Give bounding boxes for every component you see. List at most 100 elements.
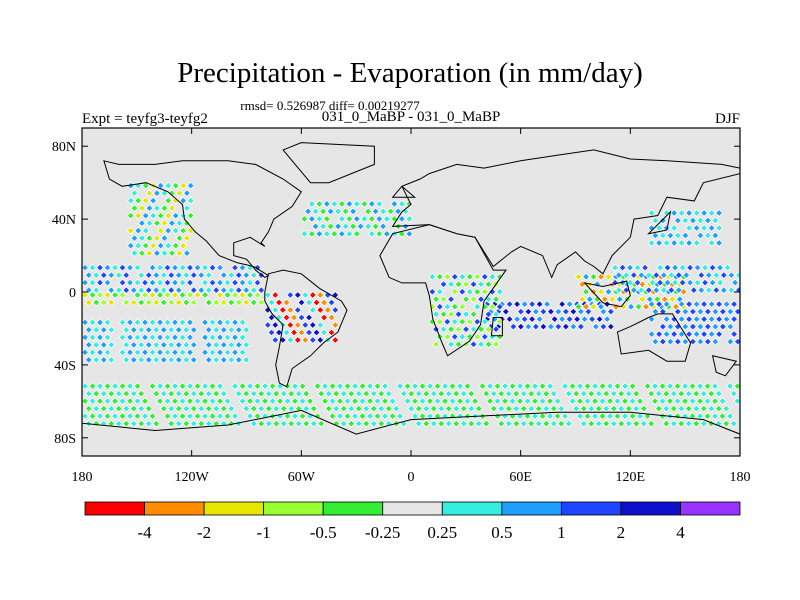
field-cell bbox=[301, 291, 310, 299]
field-cell bbox=[703, 216, 712, 225]
field-cell bbox=[201, 382, 209, 391]
y-tick-label: 0 bbox=[69, 286, 76, 301]
field-cell bbox=[364, 222, 373, 231]
field-cell bbox=[444, 404, 453, 413]
field-cell bbox=[293, 291, 302, 299]
field-cell bbox=[216, 278, 224, 287]
field-cell bbox=[347, 404, 356, 413]
field-cell bbox=[647, 419, 656, 428]
field-cell bbox=[182, 325, 191, 334]
field-cell bbox=[520, 315, 529, 324]
field-cell bbox=[369, 419, 378, 428]
field-cell bbox=[504, 404, 513, 413]
field-cell bbox=[118, 278, 127, 287]
field-cell bbox=[700, 224, 709, 232]
field-cell bbox=[164, 241, 173, 250]
field-cell bbox=[669, 404, 678, 413]
field-cell bbox=[673, 412, 682, 421]
field-cell bbox=[621, 382, 629, 391]
field-cell bbox=[126, 348, 134, 357]
y-tick-label: 80N bbox=[52, 140, 76, 155]
field-cell bbox=[546, 397, 554, 406]
field-cell bbox=[231, 382, 239, 391]
field-cell bbox=[159, 389, 168, 398]
field-cell bbox=[428, 302, 437, 311]
field-cell bbox=[692, 389, 701, 398]
field-cell bbox=[145, 249, 154, 258]
field-cell bbox=[167, 298, 176, 307]
colorbar: -4 -2 -1 -0.5 -0.25 0.25 0.5 1 2 4 bbox=[84, 501, 741, 542]
field-cell bbox=[656, 263, 665, 272]
field-cell bbox=[703, 397, 712, 406]
field-cell bbox=[279, 404, 288, 413]
field-cell bbox=[99, 340, 108, 349]
field-cell bbox=[714, 389, 723, 398]
field-cell bbox=[489, 404, 498, 413]
field-cell bbox=[484, 280, 493, 289]
field-cell bbox=[347, 389, 356, 398]
field-cell bbox=[179, 226, 188, 235]
field-cell bbox=[600, 295, 609, 304]
field-cell bbox=[542, 389, 551, 398]
field-cell bbox=[715, 330, 724, 339]
field-cell bbox=[707, 330, 716, 339]
field-cell bbox=[354, 419, 363, 428]
field-cell bbox=[327, 298, 336, 307]
field-cell bbox=[558, 315, 567, 324]
field-cell bbox=[152, 271, 161, 280]
field-cell bbox=[573, 315, 582, 324]
field-cell bbox=[604, 287, 613, 296]
field-cell bbox=[418, 382, 427, 391]
field-cell bbox=[703, 322, 712, 331]
field-cell bbox=[246, 412, 254, 421]
field-cell bbox=[212, 340, 221, 349]
field-cell bbox=[565, 300, 574, 309]
field-cell bbox=[662, 330, 671, 339]
field-cell bbox=[659, 271, 668, 280]
field-cell bbox=[539, 322, 548, 331]
field-cell bbox=[618, 263, 627, 272]
field-cell bbox=[622, 271, 631, 280]
field-cell bbox=[320, 298, 328, 307]
field-cell bbox=[328, 397, 337, 406]
field-cell bbox=[528, 315, 537, 324]
field-cell bbox=[465, 287, 474, 296]
field-cell bbox=[114, 286, 123, 295]
field-cell bbox=[126, 333, 134, 342]
field-cell bbox=[696, 397, 704, 406]
field-cell bbox=[696, 322, 705, 331]
field-cell bbox=[405, 214, 414, 223]
field-cell bbox=[171, 196, 180, 205]
field-cell bbox=[171, 291, 179, 299]
field-cell bbox=[486, 397, 494, 406]
field-cell bbox=[163, 278, 172, 287]
field-cell bbox=[659, 286, 668, 295]
field-cell bbox=[212, 355, 221, 364]
field-cell bbox=[628, 382, 637, 391]
field-cell bbox=[696, 337, 705, 346]
colorbar-swatch bbox=[144, 501, 205, 516]
field-cell bbox=[426, 412, 434, 421]
field-cell bbox=[516, 307, 525, 316]
field-cell bbox=[148, 412, 157, 421]
field-cell bbox=[527, 404, 536, 413]
coastline-1 bbox=[264, 269, 348, 388]
field-cell bbox=[103, 291, 112, 299]
field-cell bbox=[156, 333, 164, 342]
field-cell bbox=[673, 337, 682, 346]
field-cell bbox=[576, 382, 584, 391]
field-cell bbox=[141, 333, 149, 342]
field-cell bbox=[711, 231, 720, 240]
field-cell bbox=[729, 419, 738, 428]
field-cell bbox=[148, 263, 157, 272]
field-cell bbox=[662, 389, 671, 398]
field-cell bbox=[231, 333, 239, 342]
field-cell bbox=[315, 229, 324, 238]
field-cell bbox=[174, 389, 183, 398]
x-tick-label: 60E bbox=[509, 470, 532, 485]
field-cell bbox=[234, 355, 243, 364]
field-cell bbox=[722, 315, 731, 324]
field-cell bbox=[122, 404, 131, 413]
field-cell bbox=[216, 397, 224, 406]
